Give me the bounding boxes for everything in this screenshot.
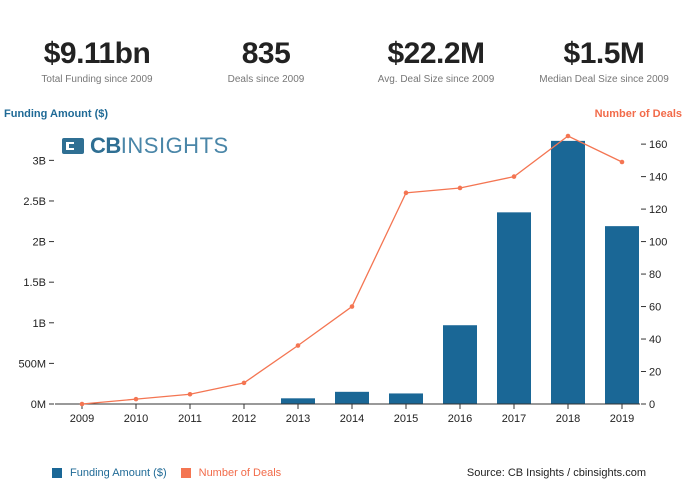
cb-insights-logo: CB INSIGHTS: [62, 133, 229, 159]
deals-point-2010: [133, 396, 139, 402]
right-tick-label-140: 140: [649, 172, 667, 184]
right-tick-label-60: 60: [649, 302, 661, 314]
right-tick-label-160: 160: [649, 139, 667, 151]
right-tick-label-100: 100: [649, 237, 667, 249]
stat-value: 835: [241, 37, 291, 70]
legend-item-funding: Funding Amount ($): [52, 467, 167, 479]
bar-2017: [497, 212, 531, 404]
x-tick-label-2018: 2018: [556, 413, 580, 425]
legend-label: Funding Amount ($): [70, 467, 167, 479]
logo-cb-text: CB: [90, 133, 121, 158]
stat-value: $22.2M: [387, 37, 485, 70]
right-tick-label-40: 40: [649, 334, 661, 346]
stat-label: Avg. Deal Size since 2009: [377, 74, 495, 85]
x-tick-label-2016: 2016: [448, 413, 472, 425]
stat-value: $1.5M: [563, 37, 645, 70]
bar-2013: [281, 398, 315, 404]
x-tick-label-2010: 2010: [124, 413, 148, 425]
cb-logo-mark-icon: [62, 138, 84, 154]
stat-avg-deal-size: $22.2M Avg. Deal Size since 2009: [351, 36, 521, 85]
right-axis-title: Number of Deals: [594, 108, 682, 120]
left-tick-label-500M: 500M: [18, 358, 46, 370]
left-tick-label-2B: 2B: [33, 237, 46, 249]
x-tick-label-2014: 2014: [340, 413, 364, 425]
source-note: Source: CB Insights / cbinsights.com: [466, 467, 646, 479]
stat-label: Total Funding since 2009: [41, 74, 153, 85]
deals-point-2015: [403, 190, 409, 196]
left-tick-label-3B: 3B: [33, 155, 46, 167]
deals-point-2011: [187, 391, 193, 397]
logo-insights-text: INSIGHTS: [120, 133, 229, 158]
bar-2015: [389, 393, 423, 404]
left-tick-label-0M: 0M: [31, 399, 46, 411]
bar-2019: [605, 226, 639, 404]
left-tick-label-2.5B: 2.5B: [23, 196, 46, 208]
stats-header: $9.11bn Total Funding since 2009 835 Dea…: [0, 36, 694, 96]
legend-swatch-bar: [52, 468, 62, 478]
stat-label: Median Deal Size since 2009: [539, 74, 669, 85]
deals-point-2016: [457, 185, 463, 191]
bar-2018: [551, 140, 585, 404]
deals-line: [81, 135, 623, 405]
bar-2014: [335, 391, 369, 404]
x-tick-label-2019: 2019: [610, 413, 634, 425]
right-tick-label-80: 80: [649, 269, 661, 281]
stat-deals: 835 Deals since 2009: [181, 36, 351, 85]
x-tick-label-2015: 2015: [394, 413, 418, 425]
x-tick-label-2017: 2017: [502, 413, 526, 425]
stat-median-deal-size: $1.5M Median Deal Size since 2009: [519, 36, 689, 85]
right-tick-label-0: 0: [649, 399, 655, 411]
deals-point-2014: [349, 304, 355, 309]
legend-label: Number of Deals: [198, 467, 282, 479]
bar-2016: [443, 325, 477, 404]
x-tick-label-2013: 2013: [286, 413, 310, 425]
stat-value: $9.11bn: [43, 37, 151, 70]
deals-point-2009: [79, 401, 85, 407]
deals-point-2018: [565, 133, 571, 139]
deals-point-2013: [295, 343, 301, 348]
deals-point-2012: [241, 380, 247, 386]
legend-item-deals: Number of Deals: [180, 467, 282, 479]
legend-swatch-line: [180, 468, 191, 478]
left-tick-label-1B: 1B: [33, 318, 46, 330]
chart-legend: Funding Amount ($) Number of Deals: [52, 467, 295, 479]
stat-label: Deals since 2009: [227, 74, 305, 85]
x-tick-label-2011: 2011: [178, 413, 202, 425]
right-tick-label-20: 20: [649, 367, 661, 379]
x-tick-label-2009: 2009: [70, 413, 94, 425]
x-tick-label-2012: 2012: [232, 413, 256, 425]
deals-point-2017: [511, 174, 517, 179]
stat-total-funding: $9.11bn Total Funding since 2009: [12, 36, 182, 85]
deals-point-2019: [619, 159, 625, 165]
right-tick-label-120: 120: [649, 204, 667, 216]
left-axis-title: Funding Amount ($): [4, 108, 109, 120]
left-tick-label-1.5B: 1.5B: [23, 277, 46, 289]
